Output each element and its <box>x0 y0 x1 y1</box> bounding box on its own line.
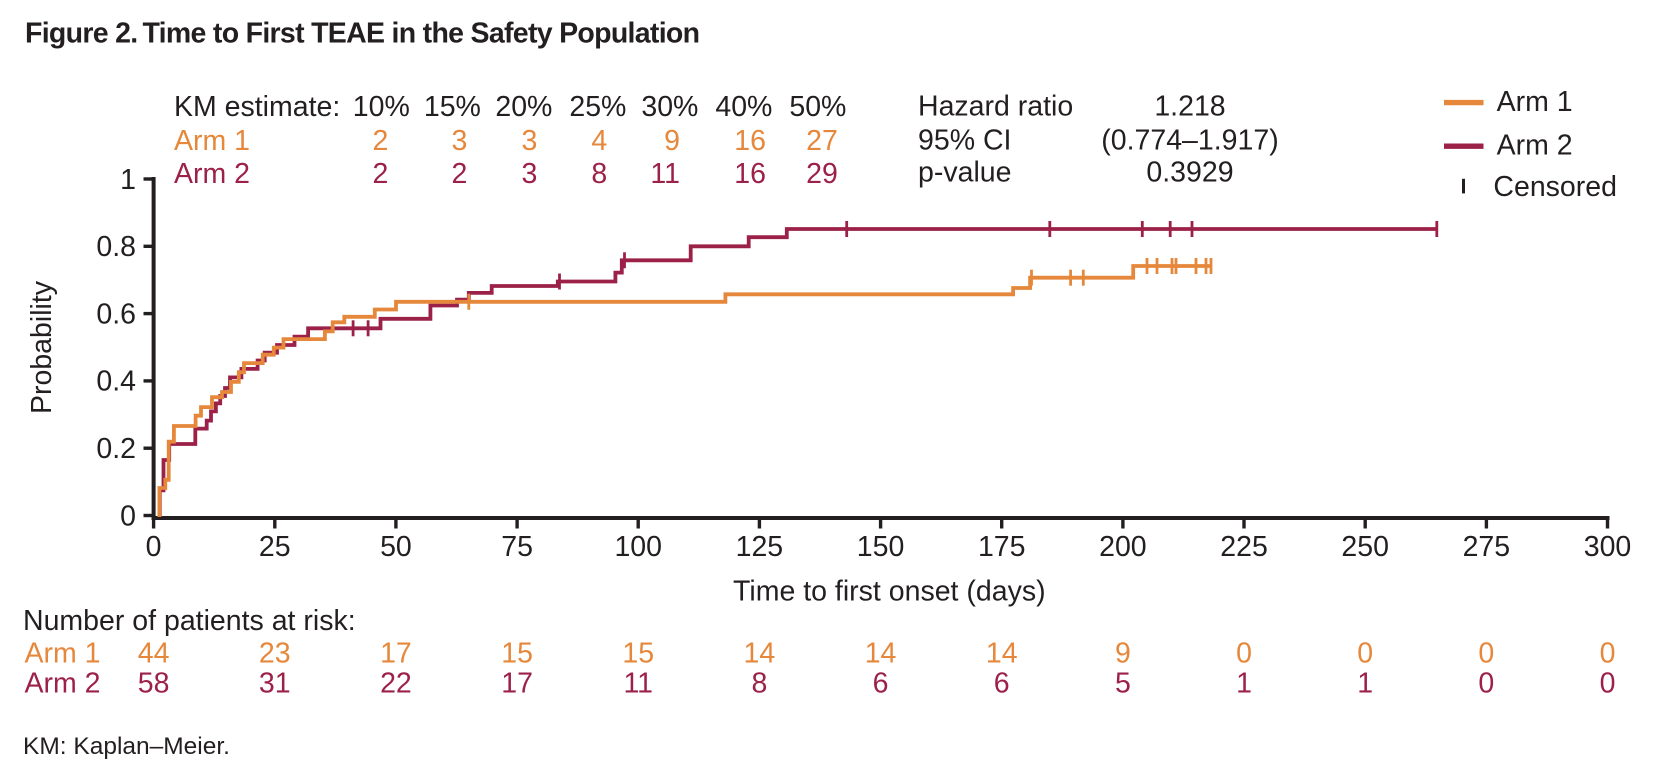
svg-text:10%: 10% <box>353 91 410 123</box>
svg-text:40%: 40% <box>715 91 772 123</box>
svg-text:25%: 25% <box>569 91 626 123</box>
svg-text:0: 0 <box>1478 638 1494 670</box>
svg-text:125: 125 <box>736 531 784 563</box>
svg-text:16: 16 <box>734 158 766 190</box>
svg-text:50: 50 <box>380 531 412 563</box>
svg-text:3: 3 <box>521 125 537 157</box>
svg-text:14: 14 <box>744 638 776 670</box>
svg-text:0.8: 0.8 <box>96 231 136 263</box>
svg-text:Arm 1: Arm 1 <box>1497 86 1573 118</box>
svg-text:KM estimate:: KM estimate: <box>174 91 340 123</box>
svg-text:0: 0 <box>120 500 136 532</box>
svg-text:1: 1 <box>120 164 136 196</box>
svg-text:3: 3 <box>521 158 537 190</box>
svg-text:25: 25 <box>259 531 291 563</box>
svg-text:23: 23 <box>259 638 291 670</box>
svg-text:5: 5 <box>1115 668 1131 700</box>
svg-text:50%: 50% <box>789 91 846 123</box>
svg-text:14: 14 <box>865 638 897 670</box>
svg-text:175: 175 <box>978 531 1026 563</box>
svg-text:9: 9 <box>664 125 680 157</box>
svg-text:95% CI: 95% CI <box>918 125 1011 157</box>
svg-text:11: 11 <box>623 668 653 700</box>
svg-text:150: 150 <box>857 531 905 563</box>
svg-text:0.6: 0.6 <box>96 298 136 330</box>
svg-text:15: 15 <box>622 638 654 670</box>
svg-text:1: 1 <box>1357 668 1373 700</box>
svg-text:22: 22 <box>380 668 412 700</box>
svg-text:8: 8 <box>751 668 767 700</box>
svg-text:44: 44 <box>138 638 170 670</box>
svg-text:30%: 30% <box>641 91 698 123</box>
svg-text:0.4: 0.4 <box>96 366 136 398</box>
svg-text:6: 6 <box>994 668 1010 700</box>
svg-text:2: 2 <box>452 158 468 190</box>
svg-text:1: 1 <box>1236 668 1252 700</box>
svg-text:6: 6 <box>873 668 889 700</box>
svg-text:300: 300 <box>1584 531 1632 563</box>
svg-text:p-value: p-value <box>918 157 1011 189</box>
svg-text:Number of patients at risk:: Number of patients at risk: <box>23 605 356 637</box>
svg-text:9: 9 <box>1115 638 1131 670</box>
svg-text:15: 15 <box>501 638 533 670</box>
svg-text:1.218: 1.218 <box>1154 91 1225 123</box>
svg-text:20%: 20% <box>495 91 552 123</box>
svg-text:2: 2 <box>372 125 388 157</box>
svg-text:0: 0 <box>1600 638 1616 670</box>
svg-text:250: 250 <box>1341 531 1389 563</box>
svg-text:0: 0 <box>146 531 162 563</box>
svg-text:Arm 1: Arm 1 <box>174 125 250 157</box>
svg-text:Arm 2: Arm 2 <box>25 668 101 700</box>
svg-text:17: 17 <box>380 638 412 670</box>
svg-text:Censored: Censored <box>1493 171 1617 203</box>
svg-text:0.2: 0.2 <box>96 433 136 465</box>
svg-text:0: 0 <box>1478 668 1494 700</box>
svg-text:29: 29 <box>806 158 838 190</box>
svg-text:58: 58 <box>138 668 170 700</box>
svg-text:31: 31 <box>259 668 291 700</box>
svg-text:14: 14 <box>986 638 1018 670</box>
svg-text:3: 3 <box>452 125 468 157</box>
svg-text:0: 0 <box>1600 668 1616 700</box>
svg-text:Arm 2: Arm 2 <box>1497 130 1573 162</box>
svg-text:0: 0 <box>1357 638 1373 670</box>
svg-text:4: 4 <box>591 125 607 157</box>
svg-text:100: 100 <box>614 531 662 563</box>
svg-text:0.3929: 0.3929 <box>1146 157 1233 189</box>
svg-text:8: 8 <box>591 158 607 190</box>
svg-text:27: 27 <box>806 125 838 157</box>
svg-text:Arm 2: Arm 2 <box>174 158 250 190</box>
svg-text:275: 275 <box>1463 531 1511 563</box>
svg-text:200: 200 <box>1099 531 1147 563</box>
svg-text:0: 0 <box>1236 638 1252 670</box>
svg-text:Probability: Probability <box>26 280 58 414</box>
svg-text:2: 2 <box>372 158 388 190</box>
svg-text:17: 17 <box>501 668 533 700</box>
svg-text:11: 11 <box>650 158 680 190</box>
svg-text:Arm 1: Arm 1 <box>25 638 101 670</box>
svg-text:225: 225 <box>1220 531 1268 563</box>
svg-text:Figure 2. Time to First TEAE i: Figure 2. Time to First TEAE in the Safe… <box>25 18 699 50</box>
svg-text:Hazard ratio: Hazard ratio <box>918 91 1073 123</box>
svg-text:Time to first onset (days): Time to first onset (days) <box>733 576 1046 608</box>
svg-text:16: 16 <box>734 125 766 157</box>
svg-text:(0.774–1.917): (0.774–1.917) <box>1101 125 1278 157</box>
svg-text:75: 75 <box>501 531 533 563</box>
svg-text:15%: 15% <box>424 91 481 123</box>
svg-text:KM: Kaplan–Meier.: KM: Kaplan–Meier. <box>23 733 230 760</box>
